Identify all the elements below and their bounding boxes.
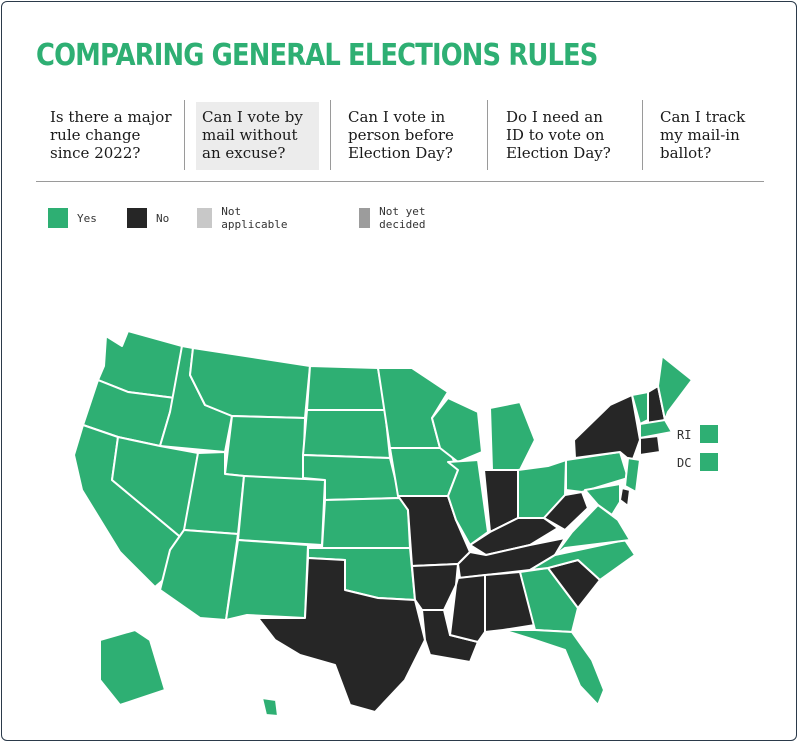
state-sd[interactable] [302, 409, 391, 459]
small-state-label-ri: RI [677, 428, 691, 442]
small-state-label-dc: DC [677, 456, 691, 470]
legend-label-not-yet-decided: Not yet decided [379, 205, 426, 231]
legend-swatch-not-yet-decided [359, 208, 371, 228]
state-ks[interactable] [321, 497, 411, 549]
legend-item-no: No [127, 207, 169, 229]
small-state-box-ri[interactable] [700, 425, 718, 443]
state-wv[interactable] [543, 491, 589, 531]
state-ct[interactable] [639, 435, 661, 456]
state-va[interactable] [554, 504, 631, 556]
state-tx[interactable] [257, 557, 426, 713]
tab-divider [487, 100, 488, 170]
state-ms[interactable] [449, 574, 486, 643]
legend-swatch-no [127, 208, 147, 228]
state-wi[interactable] [431, 397, 483, 463]
state-wy[interactable] [224, 415, 306, 483]
question-tabs: Is there a major rule change since 2022?… [36, 100, 764, 182]
page-title: COMPARING GENERAL ELECTIONS RULES [36, 38, 598, 73]
tab-divider [330, 100, 331, 170]
legend-swatch-yes [48, 208, 68, 228]
tab-vote-by-mail[interactable]: Can I vote by mail without an excuse? [196, 102, 319, 170]
state-nc[interactable] [529, 539, 636, 581]
state-ny[interactable] [573, 394, 641, 463]
state-ak[interactable] [99, 629, 166, 706]
state-me[interactable] [657, 355, 693, 421]
state-nm[interactable] [225, 539, 309, 621]
state-nd[interactable] [306, 365, 386, 411]
state-md[interactable] [584, 483, 621, 516]
small-state-box-dc[interactable] [700, 453, 718, 471]
state-co[interactable] [237, 475, 326, 546]
state-fl[interactable] [502, 629, 605, 706]
tab-voter-id[interactable]: Do I need an ID to vote on Election Day? [506, 108, 611, 162]
tab-ballot-tracking[interactable]: Can I track my mail-in ballot? [660, 108, 746, 162]
legend-label-not-applicable: Not applicable [221, 205, 288, 231]
state-hi[interactable] [261, 697, 279, 717]
tab-rule-change[interactable]: Is there a major rule change since 2022? [50, 108, 172, 162]
state-ma[interactable] [639, 419, 673, 439]
state-ar[interactable] [411, 563, 459, 611]
legend-swatch-not-applicable [197, 208, 213, 228]
state-il[interactable] [447, 459, 489, 546]
state-de[interactable] [619, 487, 631, 507]
legend-item-not-yet-decided: Not yet decided [359, 205, 434, 231]
legend-label-yes: Yes [77, 211, 97, 225]
tab-early-voting[interactable]: Can I vote in person before Election Day… [348, 108, 454, 162]
legend-item-yes: Yes [48, 207, 97, 229]
legend-item-not-applicable: Not applicable [197, 205, 292, 231]
tab-divider [642, 100, 643, 170]
tab-divider [184, 100, 185, 170]
legend-label-no: No [156, 211, 170, 225]
state-nj[interactable] [624, 457, 641, 493]
state-al[interactable] [484, 571, 536, 633]
state-mi[interactable] [489, 401, 536, 471]
